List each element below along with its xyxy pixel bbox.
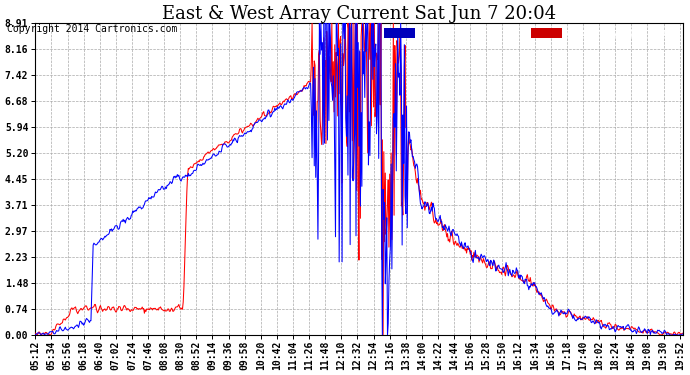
Text: Copyright 2014 Cartronics.com: Copyright 2014 Cartronics.com — [7, 24, 177, 34]
Title: East & West Array Current Sat Jun 7 20:04: East & West Array Current Sat Jun 7 20:0… — [162, 5, 556, 23]
Legend: East Array  (DC Amps), West Array  (DC Amps): East Array (DC Amps), West Array (DC Amp… — [383, 27, 678, 39]
